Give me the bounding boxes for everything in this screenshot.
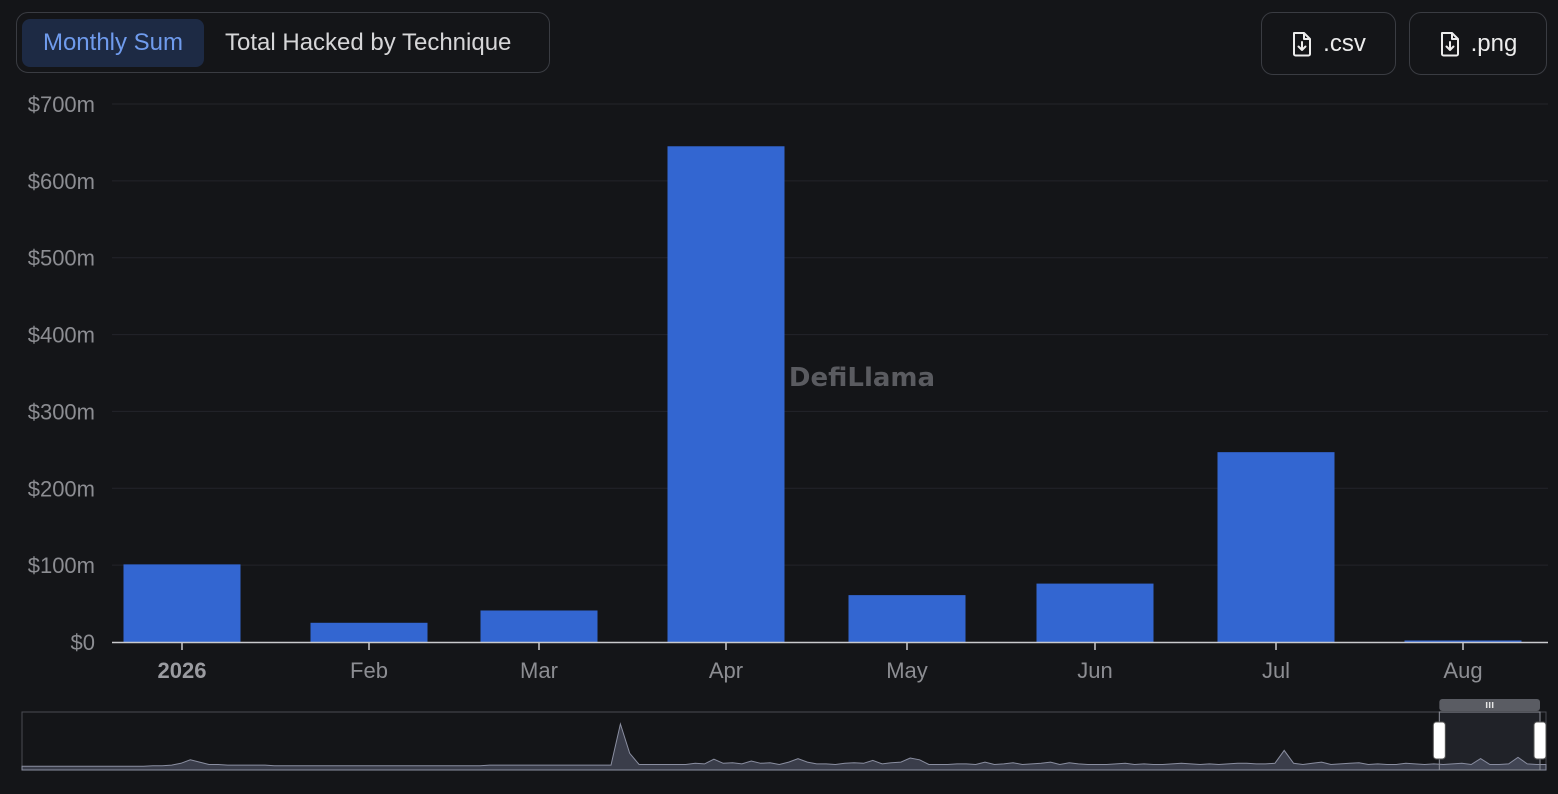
y-tick-label: $300m: [28, 399, 95, 424]
y-tick-label: $100m: [28, 553, 95, 578]
chart-view-tabs: Monthly Sum Total Hacked by Technique: [16, 12, 550, 73]
bar[interactable]: [123, 564, 241, 642]
download-csv-button[interactable]: .csv: [1261, 12, 1396, 75]
download-png-label: .png: [1470, 29, 1518, 57]
x-tick-label: Jun: [1077, 658, 1112, 683]
bar[interactable]: [667, 146, 785, 642]
brush-selection[interactable]: [1438, 711, 1541, 771]
file-download-icon: [1293, 31, 1312, 56]
x-tick-label: Aug: [1443, 658, 1482, 683]
tab-monthly-sum[interactable]: Monthly Sum: [22, 18, 204, 67]
y-tick-label: $0: [71, 630, 95, 655]
y-axis-ticks: $0 $100m $200m $300m $400m $500m $600m $700m: [28, 92, 95, 655]
bar[interactable]: [480, 610, 598, 642]
y-tick-label: $500m: [28, 246, 95, 271]
defillama-watermark: DefiLlama: [789, 363, 935, 393]
brush-handle-left[interactable]: [1432, 721, 1446, 760]
x-axis: [112, 641, 1548, 650]
y-tick-label: $200m: [28, 476, 95, 501]
bar[interactable]: [848, 595, 966, 642]
download-png-button[interactable]: .png: [1409, 12, 1547, 75]
x-tick-label: Feb: [350, 658, 388, 683]
bar[interactable]: [310, 622, 428, 642]
x-tick-label: Apr: [709, 658, 743, 683]
x-tick-label: 2026: [158, 658, 207, 683]
x-axis-ticks: 2026 Feb Mar Apr May Jun Jul Aug: [158, 658, 1483, 683]
bar[interactable]: [1036, 583, 1154, 642]
brush-handle-right[interactable]: [1533, 721, 1547, 760]
y-tick-label: $400m: [28, 323, 95, 348]
download-csv-label: .csv: [1323, 29, 1366, 57]
brush-frame: [21, 711, 1547, 771]
x-tick-label: Mar: [520, 658, 558, 683]
y-tick-label: $600m: [28, 169, 95, 194]
brush-overview-area: [21, 722, 1547, 771]
bar[interactable]: [1404, 640, 1522, 642]
bars: [123, 146, 1522, 642]
tab-total-hacked-by-technique[interactable]: Total Hacked by Technique: [225, 28, 512, 56]
file-download-icon: [1440, 31, 1459, 56]
bar[interactable]: [1217, 452, 1335, 642]
overview-brush[interactable]: [21, 699, 1547, 771]
y-tick-label: $700m: [28, 92, 95, 117]
x-tick-label: May: [886, 658, 928, 683]
x-tick-label: Jul: [1262, 658, 1290, 683]
